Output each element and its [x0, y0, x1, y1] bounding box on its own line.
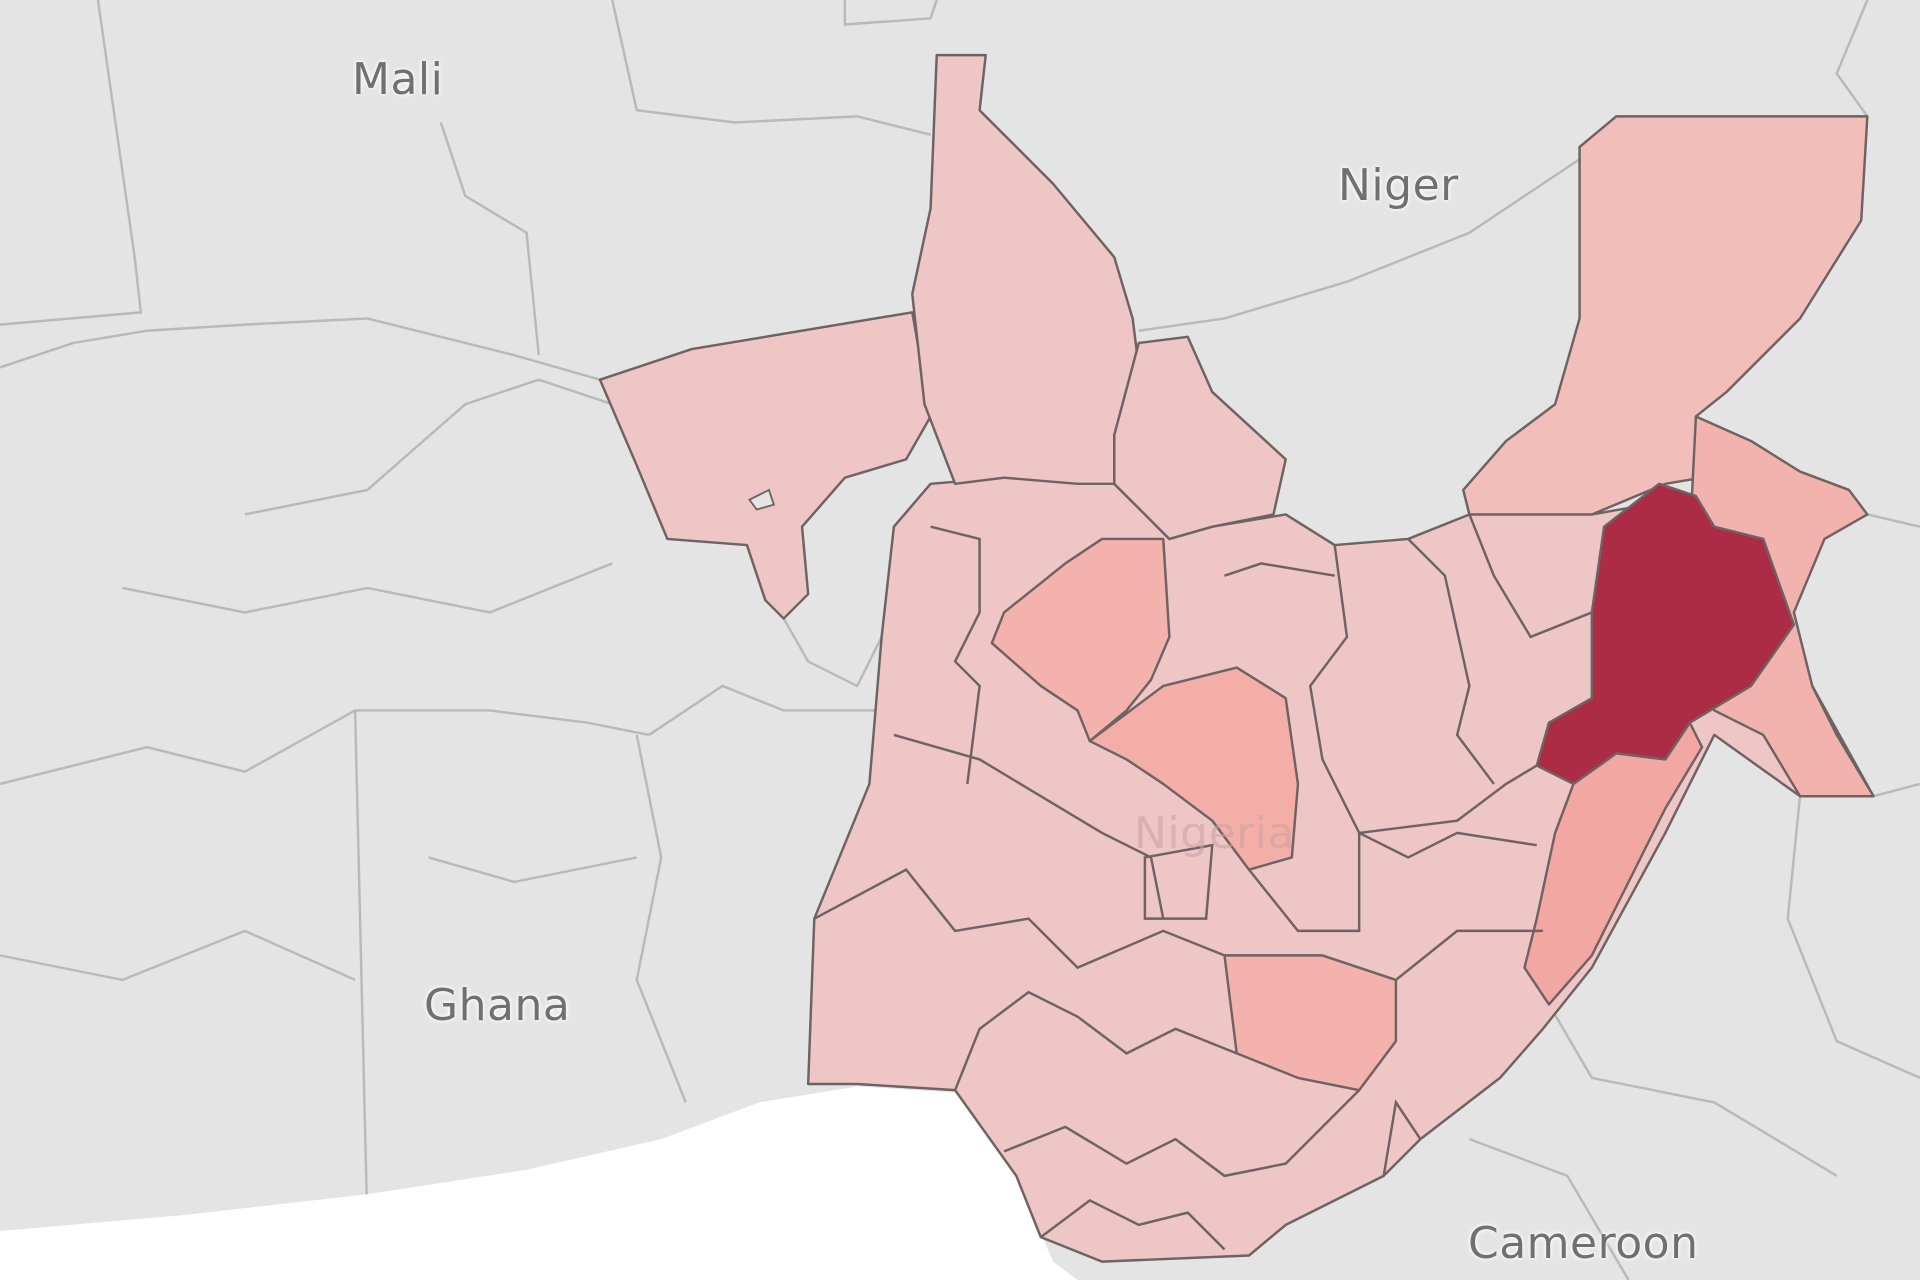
state-yobe — [1462, 115, 1869, 516]
state-north-tall — [911, 53, 1140, 486]
lake-icon — [747, 488, 776, 511]
country-label-cameroon: Cameroon — [1468, 1218, 1699, 1269]
country-label-mali: Mali — [352, 54, 444, 105]
nigeria-states — [598, 53, 1875, 1263]
state-borno-max — [1535, 482, 1796, 786]
country-label-ghana: Ghana — [424, 980, 571, 1031]
state-kaduna — [990, 537, 1171, 743]
country-label-nigeria: Nigeria — [1134, 808, 1295, 859]
country-label-niger: Niger — [1338, 160, 1459, 211]
state-inner-borders — [813, 513, 1593, 1251]
state-central — [1088, 666, 1300, 871]
state-north-center — [1113, 335, 1287, 541]
state-southeast-mid — [1223, 954, 1398, 1092]
ocean — [0, 1086, 1078, 1280]
state-northwest — [598, 311, 932, 620]
